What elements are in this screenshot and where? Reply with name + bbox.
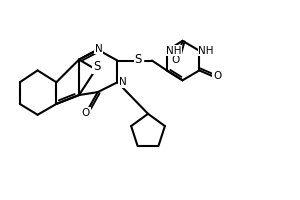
Text: O: O	[213, 71, 221, 81]
Text: O: O	[172, 55, 180, 65]
Text: O: O	[82, 108, 90, 118]
Text: NH: NH	[199, 46, 214, 56]
Text: S: S	[93, 60, 100, 73]
Text: N: N	[118, 77, 126, 87]
Text: S: S	[134, 53, 142, 66]
Text: NH: NH	[166, 46, 182, 56]
Text: N: N	[95, 44, 103, 54]
